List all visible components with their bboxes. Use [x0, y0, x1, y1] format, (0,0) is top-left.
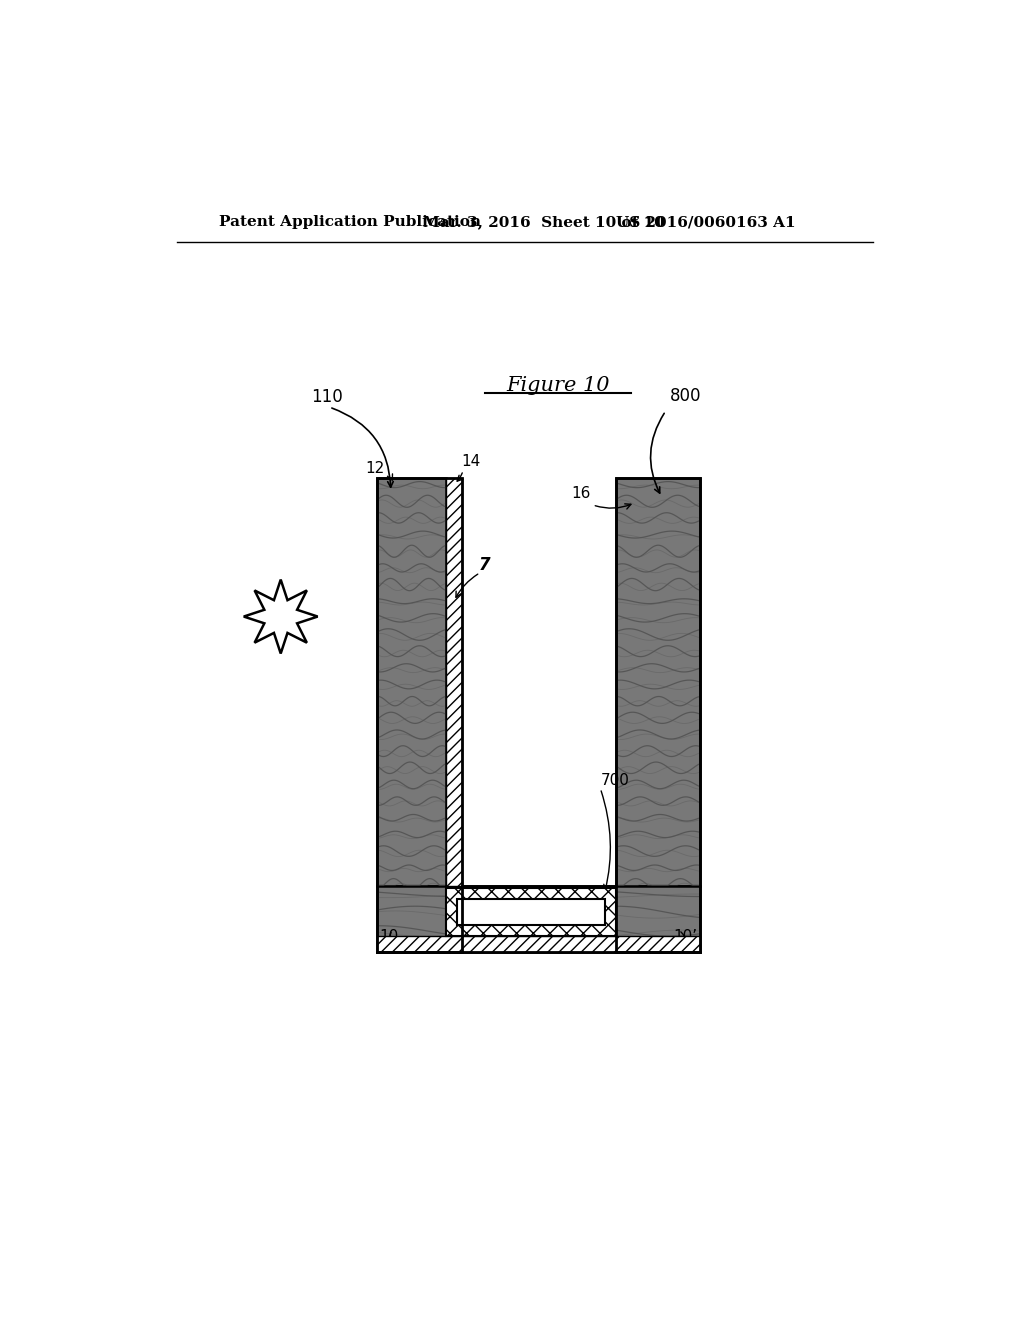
- Text: 10: 10: [379, 928, 398, 944]
- Text: 16: 16: [571, 486, 591, 500]
- Text: 12: 12: [366, 461, 385, 477]
- Bar: [615, 478, 700, 886]
- Text: Figure 10: Figure 10: [506, 376, 609, 395]
- Text: 700: 700: [600, 774, 629, 788]
- Text: 110: 110: [311, 388, 343, 407]
- Bar: [377, 478, 462, 952]
- Bar: [446, 888, 615, 936]
- Bar: [377, 478, 446, 886]
- Text: Mar. 3, 2016  Sheet 10 of 10: Mar. 3, 2016 Sheet 10 of 10: [423, 215, 665, 230]
- Bar: [457, 899, 605, 925]
- Text: 10’: 10’: [673, 928, 697, 944]
- Text: 14: 14: [462, 454, 481, 469]
- Text: Patent Application Publication: Patent Application Publication: [219, 215, 481, 230]
- Text: 800: 800: [670, 387, 701, 404]
- Bar: [446, 478, 462, 886]
- Bar: [377, 936, 700, 952]
- Text: 7: 7: [478, 556, 490, 574]
- Bar: [377, 886, 700, 952]
- Text: 77: 77: [270, 607, 291, 626]
- Text: 600: 600: [551, 928, 581, 944]
- Polygon shape: [244, 579, 317, 653]
- Text: 900: 900: [478, 928, 507, 944]
- Bar: [615, 478, 700, 952]
- Text: US 2016/0060163 A1: US 2016/0060163 A1: [615, 215, 796, 230]
